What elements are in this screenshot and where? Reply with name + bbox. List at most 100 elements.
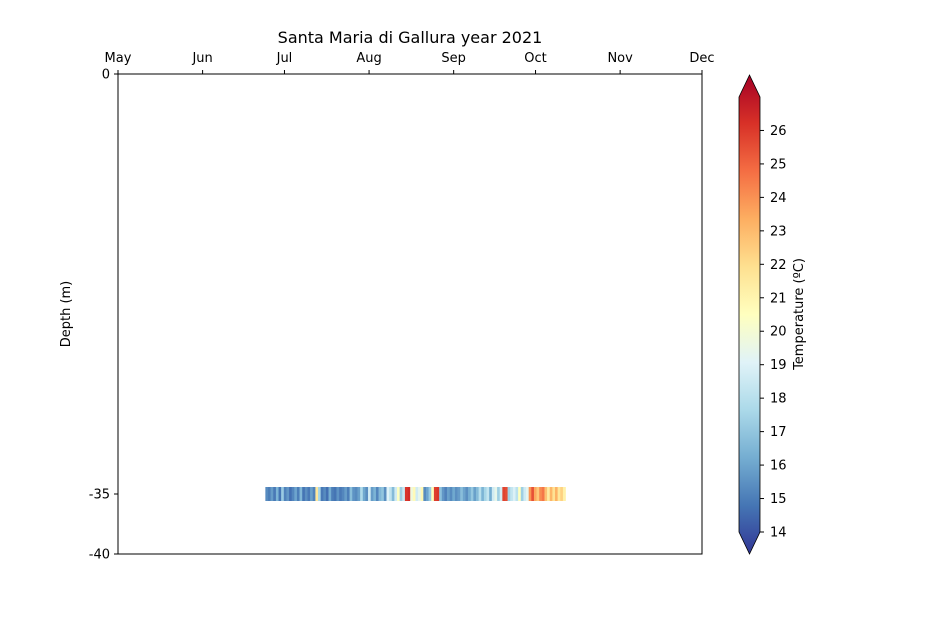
temperature-cell <box>468 487 472 501</box>
temperature-cell <box>431 487 435 501</box>
colorbar-tick-label: 19 <box>770 358 787 373</box>
temperature-cell <box>462 487 466 501</box>
temperature-cell <box>344 487 348 501</box>
temperature-cell <box>381 487 385 501</box>
temperature-cell <box>370 487 374 501</box>
temperature-cell <box>399 487 403 501</box>
temperature-cell <box>320 487 324 501</box>
temperature-cell <box>365 487 369 501</box>
x-tick-label: Jun <box>191 51 212 66</box>
plot-frame <box>117 73 703 555</box>
colorbar-tick-label: 24 <box>770 191 787 206</box>
temperature-cell <box>310 487 314 501</box>
temperature-cell <box>341 487 345 501</box>
temperature-cell <box>520 487 524 501</box>
temperature-cell <box>555 487 558 501</box>
colorbar-tick-label: 17 <box>770 425 787 440</box>
temperature-cell <box>268 487 271 501</box>
temperature-cell <box>265 487 269 501</box>
temperature-cell <box>441 487 445 501</box>
temperature-cell <box>407 487 411 501</box>
y-axis: 0 -35 -40 <box>89 68 118 563</box>
temperature-cell <box>512 487 516 501</box>
temperature-cell <box>452 487 456 501</box>
temperature-cell <box>410 487 414 501</box>
temperature-cell <box>286 487 290 501</box>
temperature-cell <box>465 487 469 501</box>
colorbar-tick-label: 15 <box>770 492 787 507</box>
temperature-cell <box>494 487 498 501</box>
temperature-cell <box>291 487 295 501</box>
temperature-cell <box>389 487 393 501</box>
temperature-cell <box>433 487 437 501</box>
colorbar-ticks: 14 15 16 17 18 19 20 21 22 23 24 25 26 <box>760 124 787 541</box>
temperature-cell <box>304 487 308 501</box>
temperature-cell <box>444 487 448 501</box>
temperature-cell <box>499 487 503 501</box>
temperature-cell <box>354 487 358 501</box>
y-tick-label: -35 <box>89 488 110 503</box>
temperature-cell <box>541 487 545 501</box>
temperature-cell <box>346 487 350 501</box>
temperature-cell <box>531 487 535 501</box>
colorbar-tick-label: 16 <box>770 459 787 474</box>
temperature-cell <box>402 487 406 501</box>
temperature-cell <box>328 487 332 501</box>
temperature-cell <box>281 487 285 501</box>
temperature-cell <box>552 487 556 501</box>
x-tick-label: Dec <box>689 51 714 66</box>
temperature-cell <box>333 487 337 501</box>
temperature-cell <box>270 487 274 501</box>
temperature-cell <box>420 487 424 501</box>
temperature-cell <box>299 487 303 501</box>
temperature-cell <box>375 487 379 501</box>
temperature-cell <box>562 487 566 501</box>
temperature-cell <box>296 487 300 501</box>
temperature-cell <box>318 487 321 501</box>
colorbar-tick-label: 21 <box>770 291 787 306</box>
x-tick-label: Nov <box>607 51 633 66</box>
colorbar-tick-label: 26 <box>770 124 787 139</box>
temperature-cell <box>378 487 382 501</box>
colorbar: 14 15 16 17 18 19 20 21 22 23 24 25 26 Temperature (… <box>738 74 807 555</box>
temperature-cell <box>312 487 316 501</box>
temperature-cell <box>331 487 335 501</box>
temperature-cell <box>436 487 440 501</box>
temperature-cell <box>349 487 353 501</box>
temperature-cell <box>439 487 443 501</box>
temperature-cell <box>515 487 519 501</box>
colorbar-tick-label: 20 <box>770 325 787 340</box>
temperature-cell <box>507 487 511 501</box>
temperature-cell <box>481 487 485 501</box>
temperature-cell <box>497 487 501 501</box>
temperature-cell <box>526 487 529 501</box>
temperature-cell <box>476 487 479 501</box>
temperature-cell <box>470 487 474 501</box>
colorbar-tick-label: 22 <box>770 258 787 273</box>
temperature-cell <box>428 487 432 501</box>
temperature-cell <box>489 487 493 501</box>
temperature-cell <box>415 487 419 501</box>
temperature-cell <box>315 487 319 501</box>
x-tick-label: Aug <box>356 51 381 66</box>
temperature-cell <box>368 487 371 501</box>
temperature-cell <box>478 487 482 501</box>
temperature-cell <box>307 487 311 501</box>
x-tick-label: Oct <box>524 51 546 66</box>
temperature-cell <box>547 487 551 501</box>
temperature-cell <box>362 487 366 501</box>
temperature-cell <box>386 487 390 501</box>
temperature-cell <box>523 487 527 501</box>
colorbar-tick-label: 14 <box>770 526 787 541</box>
temperature-cell <box>460 487 464 501</box>
temperature-cell <box>275 487 279 501</box>
x-tick-label: May <box>105 51 132 66</box>
temperature-cell <box>336 487 340 501</box>
temperature-cell <box>473 487 477 501</box>
temperature-cell <box>425 487 429 501</box>
temperature-cell <box>483 487 487 501</box>
sensor-data-strip <box>265 487 566 501</box>
y-tick-label: 0 <box>102 68 110 83</box>
temperature-cell <box>454 487 458 501</box>
